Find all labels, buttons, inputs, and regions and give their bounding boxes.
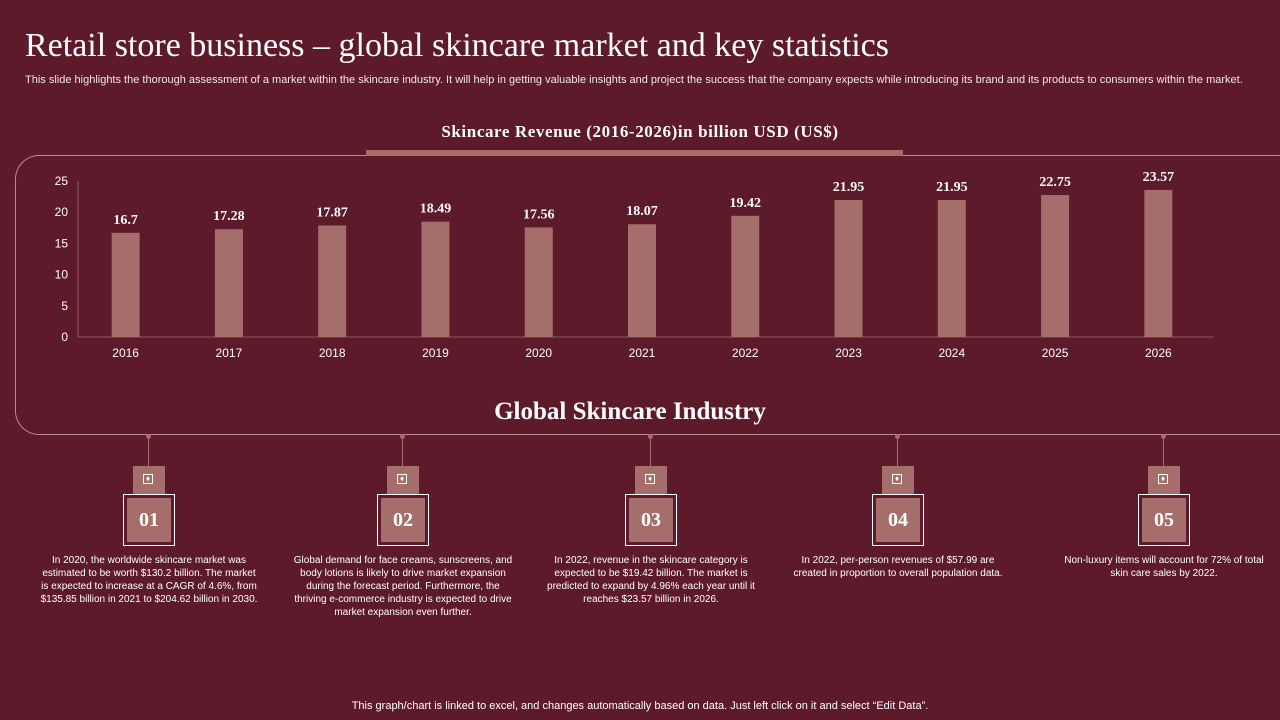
connector-line (1163, 436, 1164, 466)
x-tick-label-2024: 2024 (938, 346, 965, 360)
bar-2023 (834, 200, 863, 337)
y-tick-label: 5 (61, 299, 68, 313)
stat-number-box: 01 (123, 494, 175, 546)
x-tick-label-2016: 2016 (112, 346, 139, 360)
connector-line (897, 436, 898, 466)
bar-2018 (318, 225, 347, 337)
bar-series: 16.7 17.28 17.87 18.49 17.56 18.07 19.42 21.95 2… (111, 170, 1175, 337)
stat-number-box: 02 (377, 494, 429, 546)
stat-card-04: ♦ 04 In 2022, per-person revenues of $57… (788, 434, 1008, 676)
stat-description: Non-luxury items will account for 72% of… (1064, 555, 1264, 579)
stat-number: 03 (629, 498, 673, 542)
stat-number: 04 (876, 498, 920, 542)
drop-icon: ♦ (892, 474, 902, 484)
bar-2024 (937, 200, 966, 337)
x-tick-label-2021: 2021 (629, 346, 656, 360)
stat-description: In 2022, revenue in the skincare categor… (547, 555, 755, 605)
stat-description: In 2020, the worldwide skincare market w… (40, 555, 258, 605)
data-label-2025: 22.75 (1039, 175, 1071, 190)
data-label-2016: 16.7 (113, 213, 138, 228)
drop-icon: ♦ (143, 474, 153, 484)
y-tick-label: 15 (55, 236, 69, 250)
y-axis: 0 5 10 15 20 25 (55, 174, 79, 344)
chart-title-underline (366, 150, 903, 156)
page-subtitle: This slide highlights the thorough asses… (25, 74, 1243, 86)
x-tick-label-2026: 2026 (1145, 346, 1172, 360)
stat-card-05: ♦ 05 Non-luxury items will account for 7… (1054, 434, 1274, 676)
stat-number: 05 (1142, 498, 1186, 542)
connector-dot (1161, 434, 1166, 439)
stat-number: 01 (127, 498, 171, 542)
connector-dot (146, 434, 151, 439)
data-label-2021: 18.07 (626, 204, 658, 219)
data-label-2022: 19.42 (730, 196, 762, 211)
y-tick-label: 25 (55, 174, 69, 188)
data-label-2023: 21.95 (833, 180, 865, 195)
data-label-2026: 23.57 (1143, 170, 1175, 185)
bar-2019 (421, 221, 450, 337)
connector-dot (895, 434, 900, 439)
footer-note: This graph/chart is linked to excel, and… (351, 700, 929, 712)
stat-number-box: 05 (1138, 494, 1190, 546)
x-tick-label-2020: 2020 (525, 346, 552, 360)
stat-cap: ♦ (882, 466, 914, 494)
y-tick-label: 20 (55, 205, 69, 219)
data-label-2018: 17.87 (316, 205, 348, 220)
stat-number-box: 03 (625, 494, 677, 546)
bar-2017 (214, 229, 243, 337)
bar-2020 (524, 227, 553, 337)
x-tick-label-2023: 2023 (835, 346, 862, 360)
stat-description: In 2022, per-person revenues of $57.99 a… (793, 555, 1003, 579)
connector-dot (400, 434, 405, 439)
drop-icon: ♦ (645, 474, 655, 484)
connector-line (402, 436, 403, 466)
drop-icon: ♦ (397, 474, 407, 484)
chart-title: Skincare Revenue (2016-2026)in billion U… (441, 122, 839, 141)
x-axis: 2016 2017 2018 2019 2020 2021 2022 2023 2024 2025… (78, 336, 1214, 360)
bar-2021 (628, 224, 656, 337)
x-tick-label-2018: 2018 (319, 346, 346, 360)
stat-card-03: ♦ 03 In 2022, revenue in the skincare ca… (541, 434, 761, 676)
x-tick-label-2019: 2019 (422, 346, 449, 360)
data-label-2020: 17.56 (523, 207, 555, 222)
data-label-2024: 21.95 (936, 180, 968, 195)
x-tick-label-2022: 2022 (732, 346, 759, 360)
x-tick-label-2017: 2017 (216, 346, 243, 360)
connector-dot (648, 434, 653, 439)
y-tick-label: 0 (61, 330, 68, 344)
bar-2022 (731, 215, 760, 337)
data-label-2019: 18.49 (420, 202, 452, 217)
x-tick-label-2025: 2025 (1042, 346, 1069, 360)
drop-icon: ♦ (1158, 474, 1168, 484)
stat-card-02: ♦ 02 Global demand for face creams, suns… (293, 434, 513, 676)
connector-line (148, 436, 149, 466)
page-title: Retail store business – global skincare … (25, 27, 889, 64)
stat-number-box: 04 (872, 494, 924, 546)
bar-2026 (1144, 189, 1173, 337)
bar-2016 (111, 232, 140, 337)
y-tick-label: 10 (55, 268, 69, 282)
stat-cap: ♦ (1148, 466, 1180, 494)
stat-cap: ♦ (635, 466, 667, 494)
bar-2025 (1041, 195, 1070, 337)
stat-cap: ♦ (133, 466, 165, 494)
connector-line (650, 436, 651, 466)
stat-number: 02 (381, 498, 425, 542)
stat-card-01: ♦ 01 In 2020, the worldwide skincare mar… (39, 434, 259, 676)
data-label-2017: 17.28 (213, 209, 245, 224)
stat-description: Global demand for face creams, sunscreen… (293, 555, 513, 618)
industry-title: Global Skincare Industry (494, 398, 766, 425)
stat-cap: ♦ (387, 466, 419, 494)
